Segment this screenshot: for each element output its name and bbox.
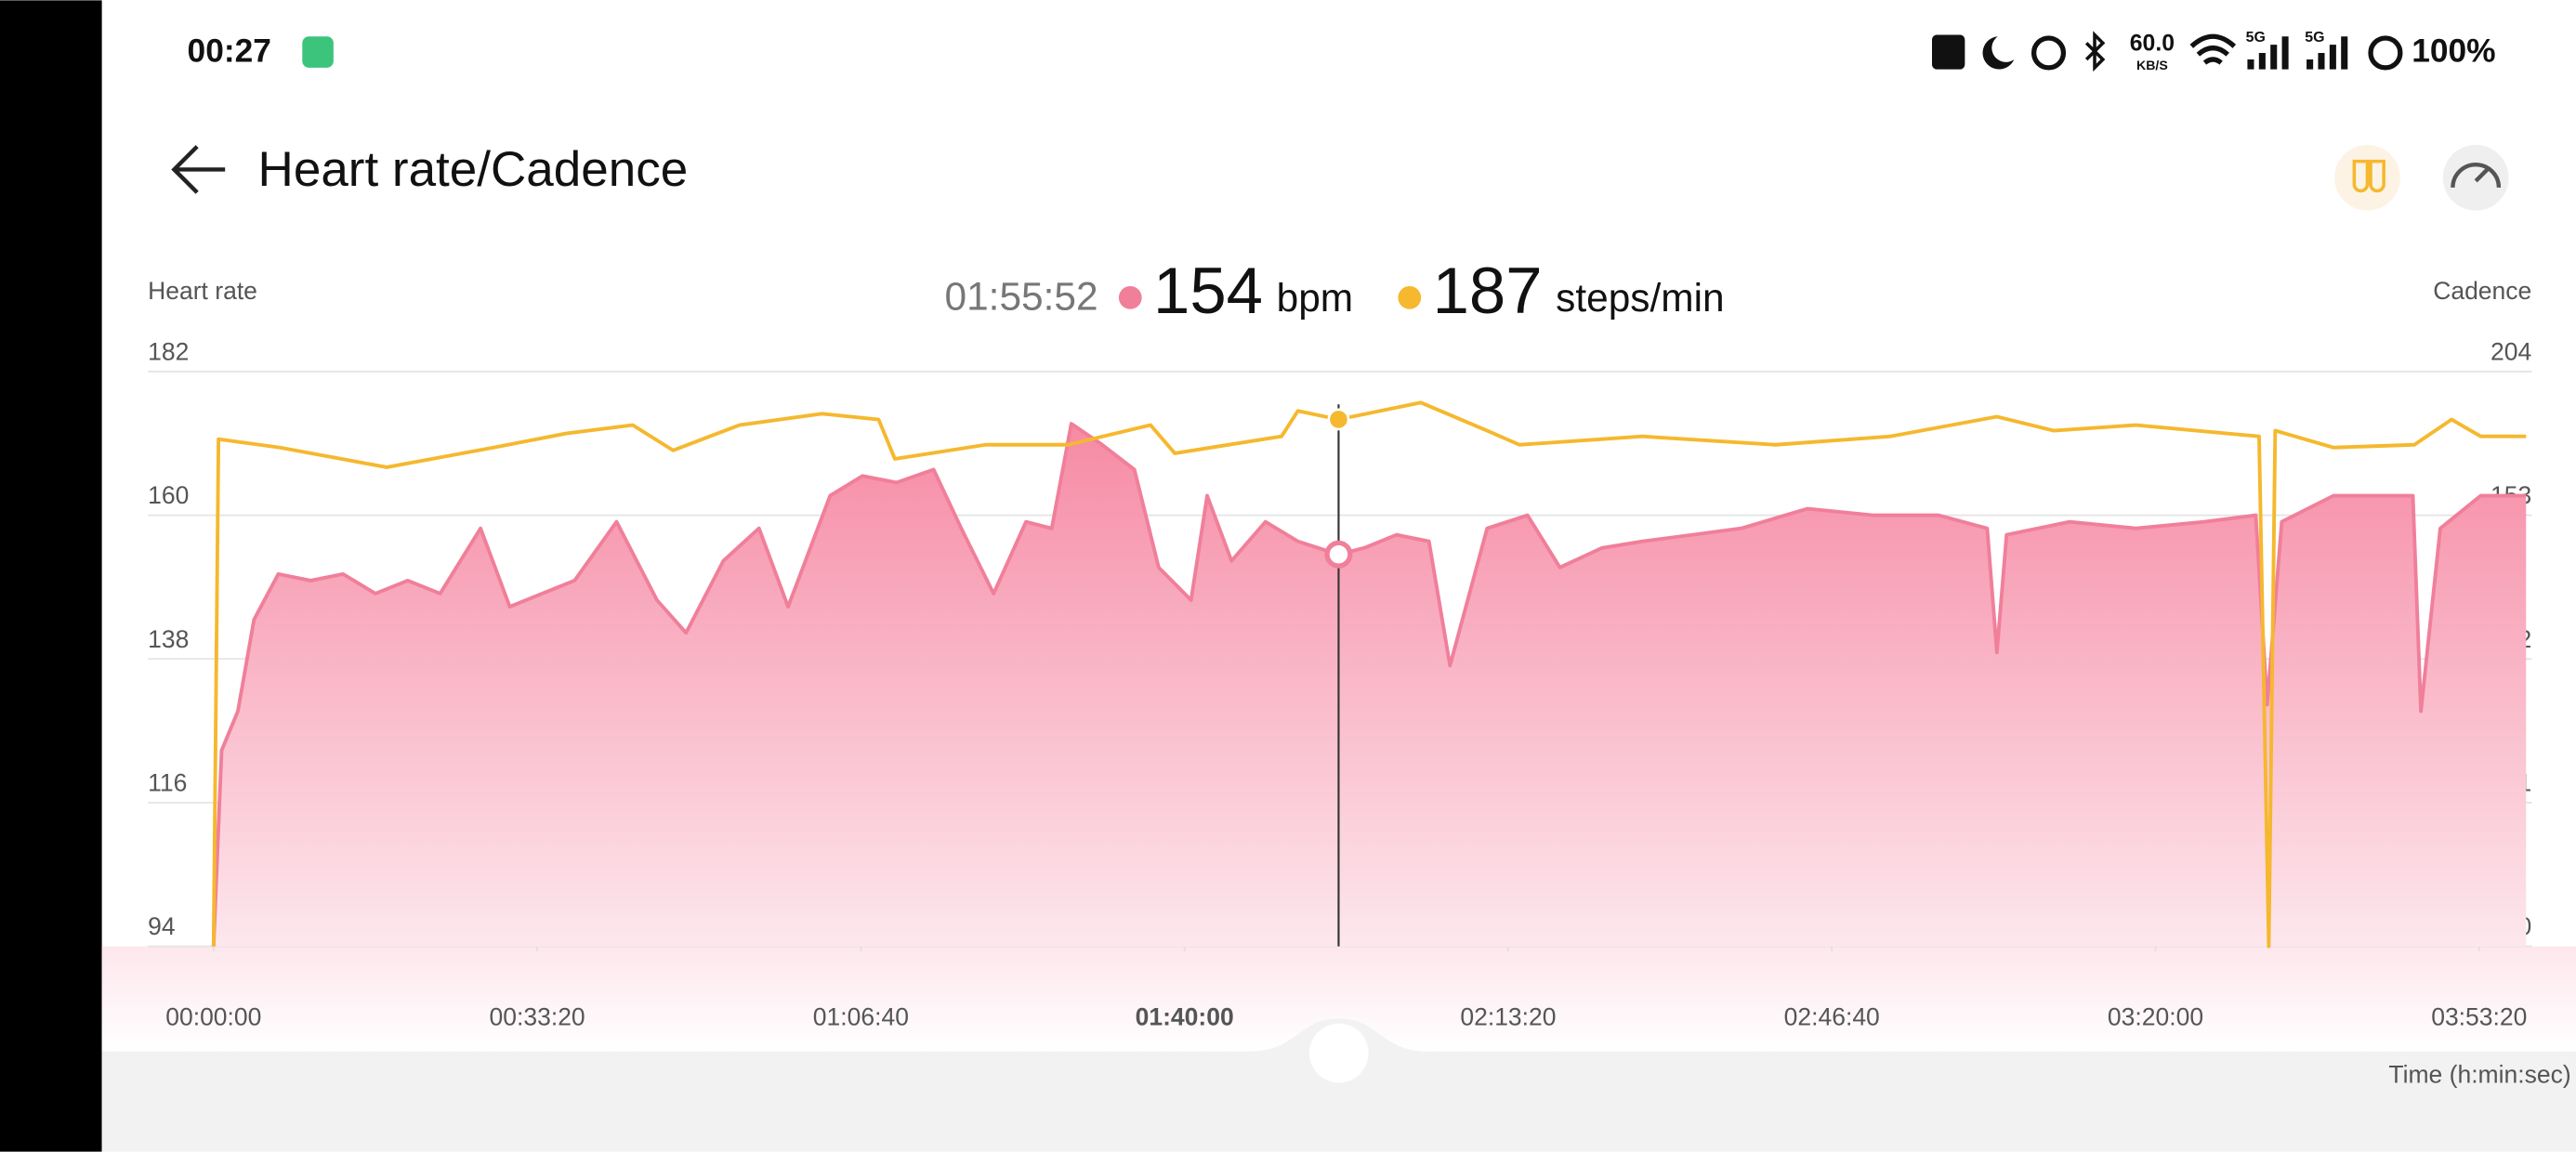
- x-tick-label: 00:33:20: [490, 1002, 585, 1030]
- battery-level: 100%: [2412, 33, 2495, 69]
- x-tick-label: 03:53:20: [2431, 1002, 2527, 1030]
- cadence-line: [211, 400, 2527, 949]
- battery-icon: [2368, 35, 2403, 71]
- readout-cadence: 187: [1433, 254, 1543, 327]
- y2-axis-label: Cadence: [2433, 277, 2531, 305]
- cadence-legend-dot: [1398, 285, 1422, 309]
- speedometer-icon: [2451, 163, 2502, 189]
- scrubber-panel: [101, 1018, 2576, 1152]
- y-tick-label: 116: [148, 769, 187, 797]
- cursor-point: [1327, 408, 1350, 431]
- wifi-icon: [2189, 33, 2237, 65]
- net-speed-unit: KB/S: [2136, 58, 2168, 72]
- battery-saver-icon: [302, 36, 334, 68]
- signal-icon: [2247, 36, 2289, 70]
- readout-cadence-unit: steps/min: [1556, 276, 1724, 320]
- y-tick-label: 160: [148, 481, 189, 509]
- readout-heart-rate: 154: [1153, 254, 1263, 327]
- x-tick-label: 01:40:00: [1136, 1002, 1234, 1030]
- x-tick-label: 03:20:00: [2108, 1002, 2203, 1030]
- network-label: 5G: [2246, 30, 2266, 46]
- y-tick-label: 94: [148, 912, 175, 940]
- hr-area: [213, 424, 2527, 947]
- y-axis-label: Heart rate: [148, 277, 257, 305]
- signal-icon: [2307, 36, 2348, 70]
- y-tick-label: 138: [148, 625, 189, 653]
- y2-tick-label: 204: [2491, 337, 2531, 365]
- cursor-point: [1324, 540, 1353, 569]
- alarm-icon: [2031, 35, 2067, 71]
- scrubber-handle[interactable]: [1308, 1023, 1369, 1083]
- x-axis-label: Time (h:min:sec): [2388, 1060, 2570, 1088]
- moon-icon: [1982, 36, 2015, 70]
- x-tick-label: 02:13:20: [1460, 1002, 1556, 1030]
- nfc-icon: [1932, 34, 1965, 70]
- network-label: 5G: [2305, 30, 2324, 46]
- x-tick-label: 00:00:00: [165, 1002, 261, 1030]
- bluetooth-icon: [2084, 31, 2106, 72]
- readout-time: 01:55:52: [945, 274, 1098, 318]
- x-tick-label: 02:46:40: [1784, 1002, 1880, 1030]
- readout-hr-unit: bpm: [1277, 276, 1354, 320]
- net-speed: 60.0: [2130, 32, 2175, 57]
- hr-line: [211, 422, 2527, 947]
- back-button[interactable]: [171, 145, 226, 194]
- clock: 00:27: [188, 33, 271, 69]
- hr-legend-dot: [1118, 285, 1142, 309]
- page-title: Heart rate/Cadence: [258, 142, 689, 197]
- left-edge: [0, 0, 102, 1152]
- x-tick-label: 01:06:40: [813, 1002, 909, 1030]
- footprint-icon: [2352, 159, 2385, 193]
- plot: 9411613816018205110215320400:00:0000:33:…: [148, 337, 2532, 1030]
- y-tick-label: 182: [148, 337, 189, 365]
- pace-toggle[interactable]: [2442, 144, 2509, 211]
